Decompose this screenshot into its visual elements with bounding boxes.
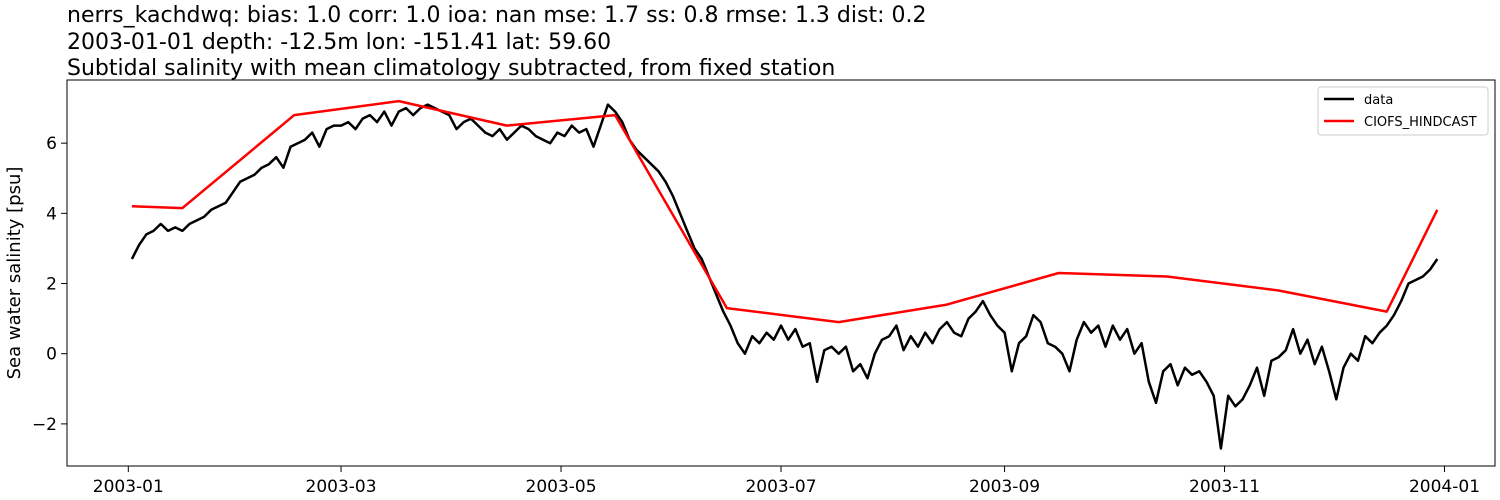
y-tick-label: 6 bbox=[46, 134, 57, 154]
x-tick-label: 2003-09 bbox=[969, 477, 1040, 497]
title-line-3: Subtidal salinity with mean climatology … bbox=[67, 56, 835, 81]
legend: data CIOFS_HINDCAST bbox=[1317, 86, 1489, 136]
legend-label-data: data bbox=[1364, 93, 1393, 108]
plot-frame bbox=[66, 79, 1496, 467]
y-axis: −2 0 2 4 6 bbox=[32, 134, 67, 435]
legend-box bbox=[1317, 86, 1489, 136]
y-tick-label: −2 bbox=[32, 415, 57, 435]
legend-label-ciofs-hindcast: CIOFS_HINDCAST bbox=[1364, 115, 1477, 130]
series-line-ciofs-hindcast bbox=[131, 99, 1439, 324]
x-tick-label: 2004-01 bbox=[1409, 477, 1480, 497]
series-line-data bbox=[130, 103, 1439, 450]
y-tick-label: 2 bbox=[46, 275, 57, 295]
title-line-1: nerrs_kachdwq: bias: 1.0 corr: 1.0 ioa: … bbox=[67, 3, 926, 28]
title-line-2: 2003-01-01 depth: -12.5m lon: -151.41 la… bbox=[67, 30, 611, 55]
y-tick-label: 0 bbox=[46, 345, 57, 365]
x-tick-label: 2003-03 bbox=[306, 477, 377, 497]
x-tick-label: 2003-05 bbox=[526, 477, 597, 497]
x-tick-label: 2003-11 bbox=[1189, 477, 1260, 497]
x-tick-label: 2003-01 bbox=[93, 477, 164, 497]
y-tick-label: 4 bbox=[46, 204, 57, 224]
series-layer bbox=[130, 99, 1439, 450]
y-axis-label: Sea water salinity [psu] bbox=[4, 167, 25, 380]
x-axis: 2003-01 2003-03 2003-05 2003-07 2003-09 2003-… bbox=[93, 466, 1480, 497]
x-tick-label: 2003-07 bbox=[745, 477, 816, 497]
chart-title: nerrs_kachdwq: bias: 1.0 corr: 1.0 ioa: … bbox=[67, 3, 926, 81]
